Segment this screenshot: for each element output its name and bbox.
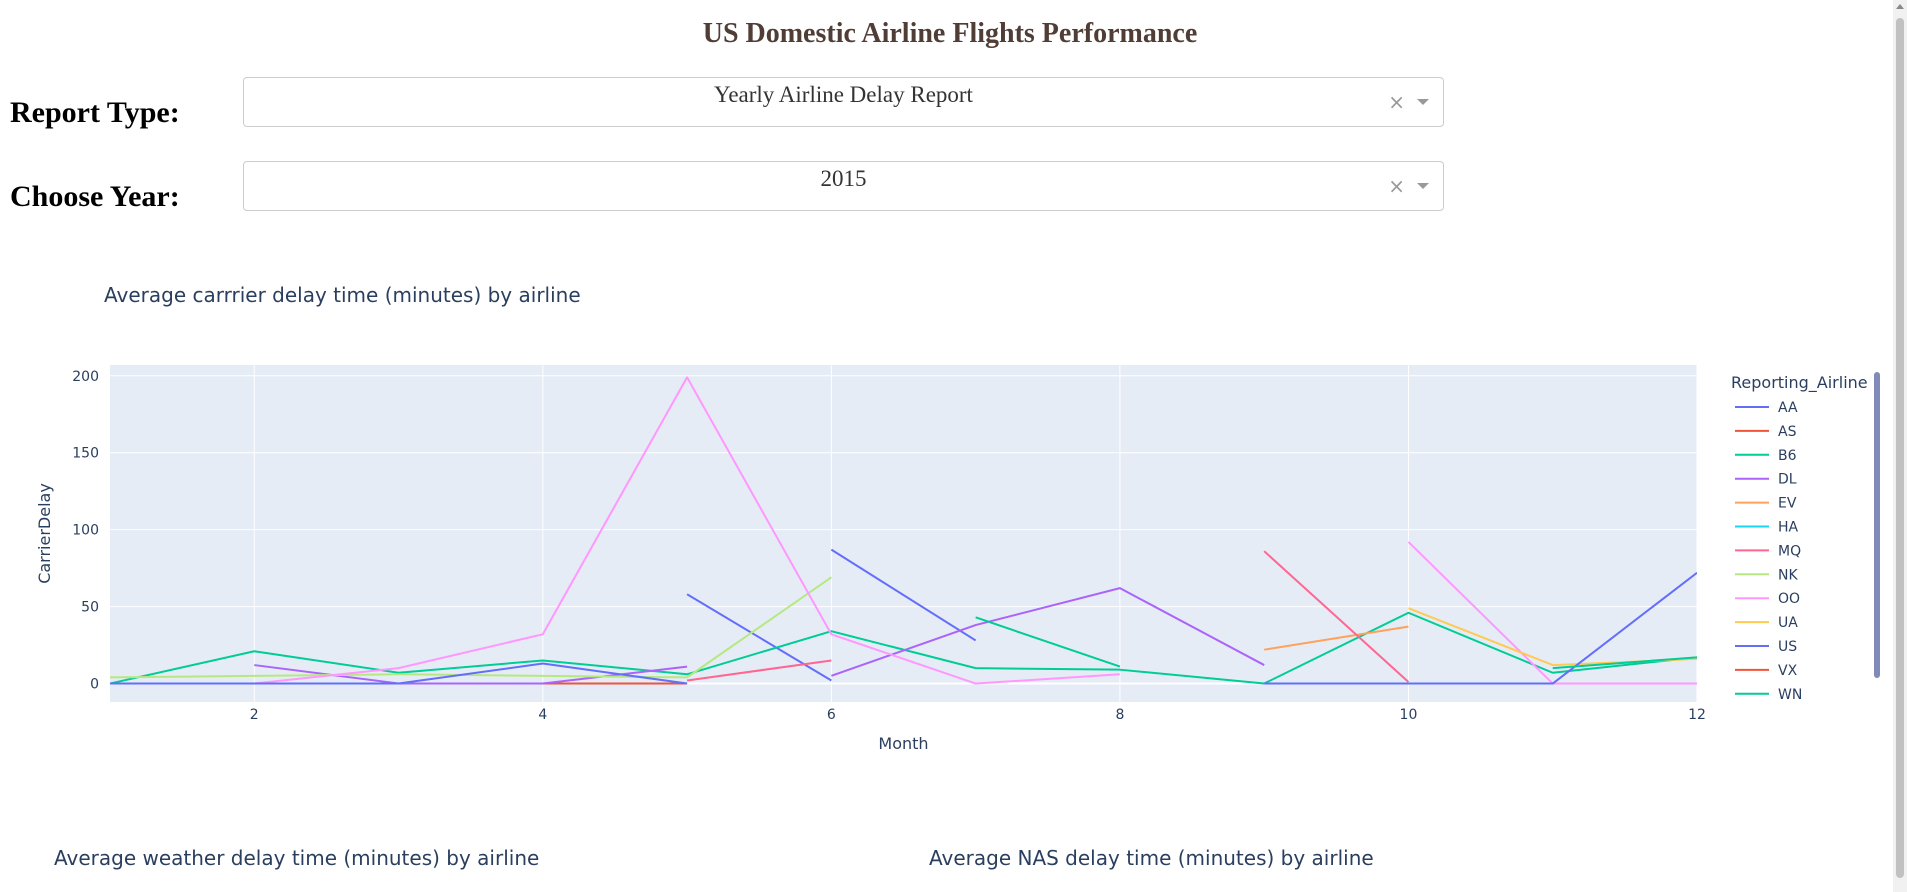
x-tick-label: 4 — [538, 707, 547, 723]
series-line-ev[interactable] — [1264, 625, 1409, 651]
chevron-down-icon[interactable] — [1417, 99, 1429, 105]
plot-background — [110, 365, 1697, 702]
legend-item-vx[interactable]: VX — [1778, 663, 1798, 679]
year-label: Choose Year: — [10, 180, 180, 213]
y-axis-label: CarrierDelay — [35, 483, 54, 584]
series-line-aa[interactable] — [686, 593, 832, 682]
legend-item-oo[interactable]: OO — [1778, 591, 1800, 607]
legend-item-nk[interactable]: NK — [1778, 567, 1798, 583]
x-tick-label: 10 — [1400, 707, 1418, 723]
legend-item-dl[interactable]: DL — [1778, 472, 1797, 488]
series-line-aa[interactable] — [830, 548, 977, 642]
y-tick-label: 100 — [72, 523, 99, 539]
y-tick-label: 0 — [90, 677, 99, 693]
page-title: US Domestic Airline Flights Performance — [702, 18, 1198, 49]
carrier-delay-line-chart[interactable]: 0 50 100 150 200 2 4 6 8 10 12 Month CarrierDelay Rep… — [0, 345, 1890, 765]
year-dropdown[interactable]: 2015 × — [243, 161, 1444, 211]
carrier-delay-graph-title: Average carrrier delay time (minutes) by… — [104, 283, 581, 307]
legend-item-ha[interactable]: HA — [1778, 520, 1799, 536]
x-tick-label: 12 — [1688, 707, 1706, 723]
series-group — [110, 376, 1697, 685]
y-tick-label: 50 — [81, 600, 99, 616]
scroll-up-arrow-icon[interactable] — [1896, 4, 1904, 9]
series-line-wn[interactable] — [1552, 656, 1697, 670]
legend-item-us[interactable]: US — [1778, 639, 1797, 655]
legend-item-ua[interactable]: UA — [1778, 615, 1798, 631]
series-line-us[interactable] — [1264, 571, 1697, 685]
legend-item-mq[interactable]: MQ — [1778, 543, 1801, 559]
legend-scrollbar[interactable] — [1874, 372, 1880, 678]
clear-icon[interactable]: × — [1388, 174, 1405, 198]
report-type-selected-value: Yearly Airline Delay Report — [714, 82, 973, 107]
weather-delay-graph-title: Average weather delay time (minutes) by … — [54, 846, 540, 870]
series-line-dl[interactable] — [831, 587, 1265, 677]
series-line-oo[interactable] — [110, 376, 1120, 685]
series-line-nk[interactable] — [110, 576, 832, 679]
legend-item-b6[interactable]: B6 — [1778, 448, 1797, 464]
series-line-wn[interactable] — [975, 616, 1121, 668]
series-line-mq[interactable] — [1263, 550, 1410, 683]
x-tick-label: 8 — [1115, 707, 1124, 723]
series-line-mq[interactable] — [686, 659, 832, 682]
x-axis-label: Month — [878, 734, 928, 753]
nas-delay-graph-title: Average NAS delay time (minutes) by airl… — [929, 846, 1374, 870]
series-line-us[interactable] — [110, 662, 688, 685]
chevron-down-icon[interactable] — [1417, 183, 1429, 189]
legend-title: Reporting_Airline — [1731, 373, 1868, 393]
legend-item-aa[interactable]: AA — [1778, 400, 1798, 416]
x-tick-label: 6 — [827, 707, 836, 723]
series-line-b6[interactable] — [110, 630, 1265, 685]
legend-item-ev[interactable]: EV — [1778, 496, 1797, 512]
y-tick-label: 200 — [72, 369, 99, 385]
scrollbar-thumb[interactable] — [1896, 18, 1904, 878]
page-scrollbar[interactable] — [1893, 0, 1907, 892]
legend-item-wn[interactable]: WN — [1778, 687, 1802, 703]
legend-item-as[interactable]: AS — [1778, 424, 1797, 440]
series-line-b6[interactable] — [1263, 611, 1697, 685]
year-selected-value: 2015 — [820, 166, 867, 191]
report-type-dropdown[interactable]: Yearly Airline Delay Report × — [243, 77, 1444, 127]
clear-icon[interactable]: × — [1388, 90, 1405, 114]
y-tick-label: 150 — [72, 446, 99, 462]
report-type-label: Report Type: — [10, 96, 180, 129]
x-tick-label: 2 — [250, 707, 259, 723]
